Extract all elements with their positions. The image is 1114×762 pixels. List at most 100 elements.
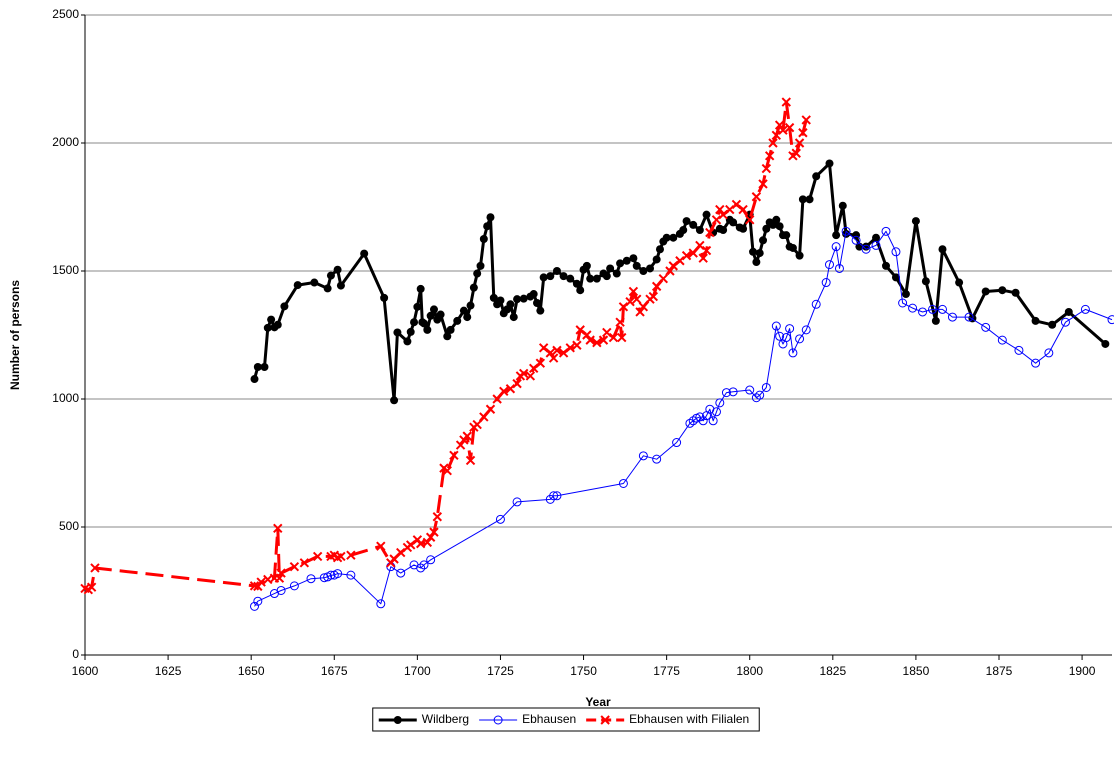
marker xyxy=(459,306,468,315)
marker xyxy=(801,325,811,335)
marker xyxy=(738,204,748,215)
marker xyxy=(505,384,516,394)
marker xyxy=(455,440,466,450)
series xyxy=(250,159,1110,405)
marker xyxy=(648,291,659,302)
y-tick-label: 0 xyxy=(72,647,79,661)
marker xyxy=(479,412,489,422)
marker xyxy=(639,267,648,275)
marker xyxy=(771,130,782,141)
marker xyxy=(572,279,581,288)
x-tick-label: 1650 xyxy=(238,664,265,678)
marker xyxy=(622,256,631,265)
marker xyxy=(436,310,445,319)
series-line xyxy=(254,230,1113,607)
marker xyxy=(715,398,725,408)
x-tick-label: 1700 xyxy=(404,664,431,678)
marker xyxy=(721,388,731,398)
marker xyxy=(376,599,386,609)
marker xyxy=(751,192,762,202)
marker xyxy=(811,299,821,309)
marker xyxy=(546,272,555,281)
marker xyxy=(632,261,641,270)
marker xyxy=(600,715,610,725)
marker xyxy=(465,455,476,466)
marker xyxy=(559,272,568,281)
marker xyxy=(1014,345,1024,355)
marker xyxy=(785,324,795,334)
marker xyxy=(758,179,768,189)
marker xyxy=(702,210,711,219)
marker xyxy=(446,325,455,334)
x-tick-label: 1900 xyxy=(1069,664,1096,678)
marker xyxy=(652,454,662,464)
marker xyxy=(775,222,784,231)
series xyxy=(250,226,1114,611)
marker xyxy=(795,334,805,344)
x-tick-label: 1600 xyxy=(72,664,99,678)
marker xyxy=(794,138,805,148)
marker xyxy=(997,335,1007,345)
marker xyxy=(410,318,419,327)
marker xyxy=(708,416,718,426)
marker xyxy=(533,299,542,307)
marker xyxy=(772,215,781,224)
marker xyxy=(276,585,286,595)
marker xyxy=(729,218,738,227)
legend-label: Ebhausen xyxy=(522,712,576,726)
marker xyxy=(679,226,688,235)
marker xyxy=(761,382,771,392)
marker xyxy=(416,284,425,293)
marker xyxy=(473,269,482,278)
marker xyxy=(420,319,429,328)
marker xyxy=(496,296,505,305)
marker xyxy=(406,327,415,336)
marker xyxy=(312,551,323,562)
marker xyxy=(695,240,705,251)
marker xyxy=(552,491,562,501)
marker xyxy=(90,563,100,573)
marker xyxy=(784,122,795,133)
x-tick-label: 1875 xyxy=(986,664,1013,678)
y-tick-label: 1000 xyxy=(52,391,79,405)
marker xyxy=(668,261,678,271)
marker xyxy=(323,284,332,293)
marker xyxy=(964,312,974,322)
marker xyxy=(665,266,675,276)
marker xyxy=(891,247,901,257)
marker xyxy=(752,258,761,267)
marker xyxy=(463,313,472,322)
marker xyxy=(801,115,811,125)
marker xyxy=(360,249,369,258)
marker xyxy=(881,226,891,236)
marker xyxy=(1107,315,1114,325)
marker xyxy=(566,274,575,283)
marker xyxy=(466,301,475,310)
marker xyxy=(698,416,708,426)
marker xyxy=(499,386,509,397)
marker xyxy=(602,272,611,281)
marker xyxy=(872,233,881,242)
series-line xyxy=(253,162,1107,402)
marker xyxy=(739,224,748,233)
marker xyxy=(485,404,496,414)
marker xyxy=(762,224,771,233)
marker xyxy=(725,204,735,215)
marker xyxy=(998,286,1007,295)
marker xyxy=(781,333,791,343)
marker xyxy=(250,601,260,611)
marker xyxy=(625,297,635,307)
marker xyxy=(908,303,918,313)
marker xyxy=(798,128,808,138)
marker xyxy=(519,368,529,379)
marker xyxy=(788,243,797,252)
marker xyxy=(695,226,704,235)
marker xyxy=(871,240,881,250)
marker xyxy=(781,97,791,107)
y-tick-label: 2500 xyxy=(52,7,79,21)
marker xyxy=(486,213,495,222)
marker xyxy=(805,195,814,204)
marker xyxy=(346,570,356,580)
marker xyxy=(273,320,282,329)
marker xyxy=(1044,348,1054,358)
